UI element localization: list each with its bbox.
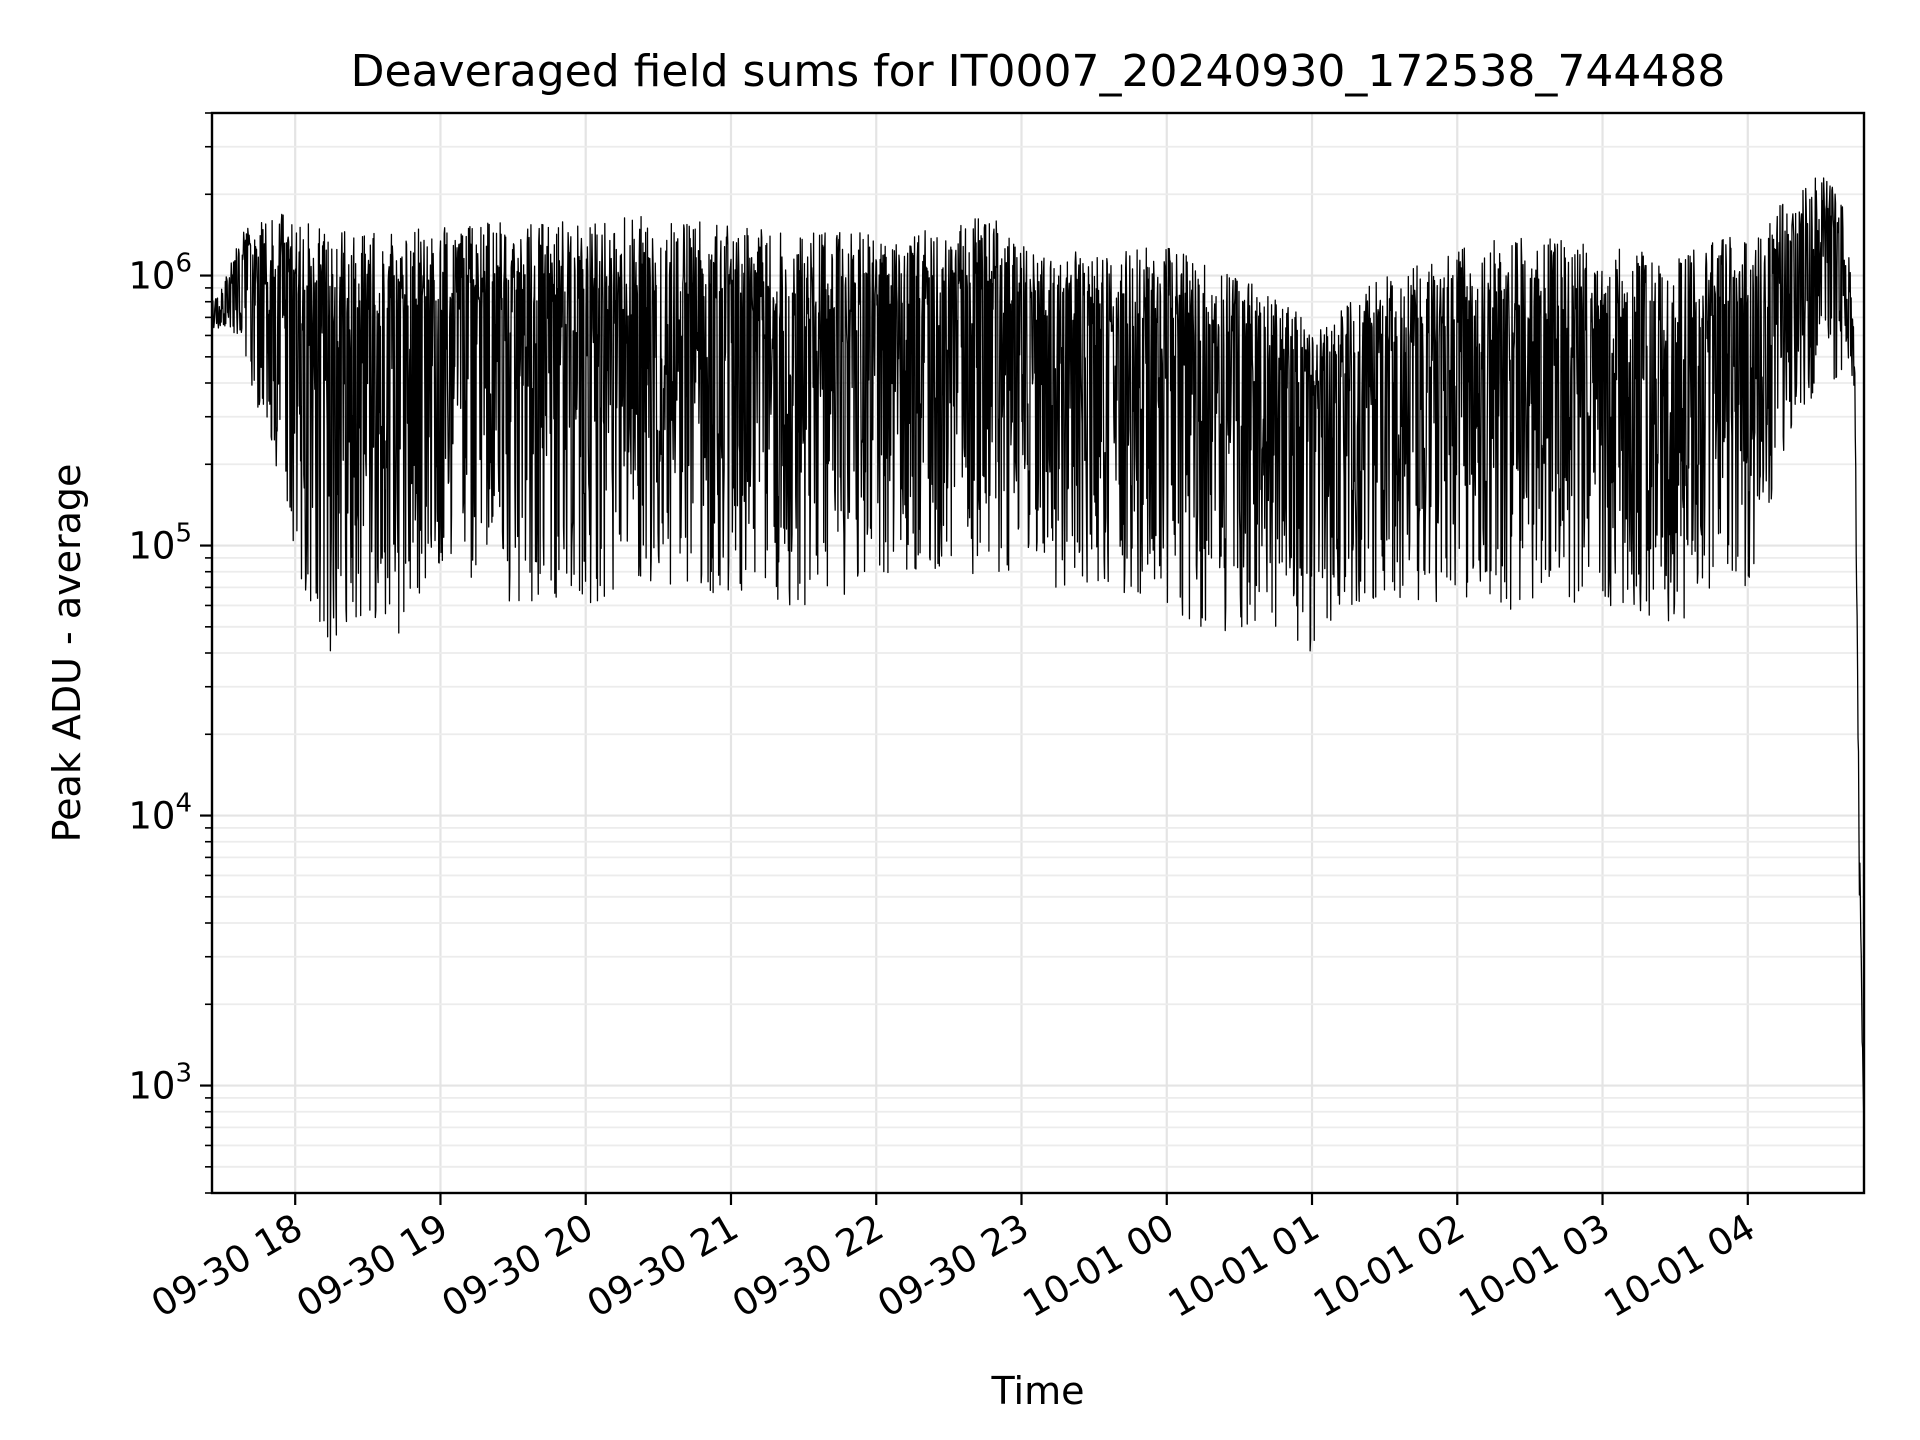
y-tick-label: 105 <box>128 519 192 568</box>
y-tick-label: 103 <box>128 1059 192 1108</box>
x-axis-label: Time <box>991 1369 1085 1413</box>
x-tick-label: 10-01 04 <box>1597 1206 1763 1326</box>
x-tick-label: 10-01 03 <box>1451 1206 1617 1326</box>
chart-title: Deaveraged field sums for IT0007_2024093… <box>351 46 1726 97</box>
y-tick-label: 104 <box>128 789 192 838</box>
x-tick-label: 09-30 21 <box>580 1206 746 1326</box>
x-tick-label: 09-30 23 <box>870 1206 1036 1326</box>
x-tick-label: 09-30 18 <box>144 1206 310 1326</box>
x-tick-label: 09-30 22 <box>725 1206 891 1326</box>
x-tick-label: 10-01 02 <box>1306 1206 1472 1326</box>
y-tick-label: 106 <box>128 249 192 298</box>
x-tick-label: 10-01 01 <box>1161 1206 1327 1326</box>
x-tick-label: 09-30 19 <box>289 1206 455 1326</box>
x-tick-label: 09-30 20 <box>435 1206 601 1326</box>
y-axis-label: Peak ADU - average <box>45 464 89 843</box>
x-tick-label: 10-01 00 <box>1016 1206 1182 1326</box>
plot-area <box>211 177 1865 1130</box>
series-line <box>211 177 1865 1130</box>
